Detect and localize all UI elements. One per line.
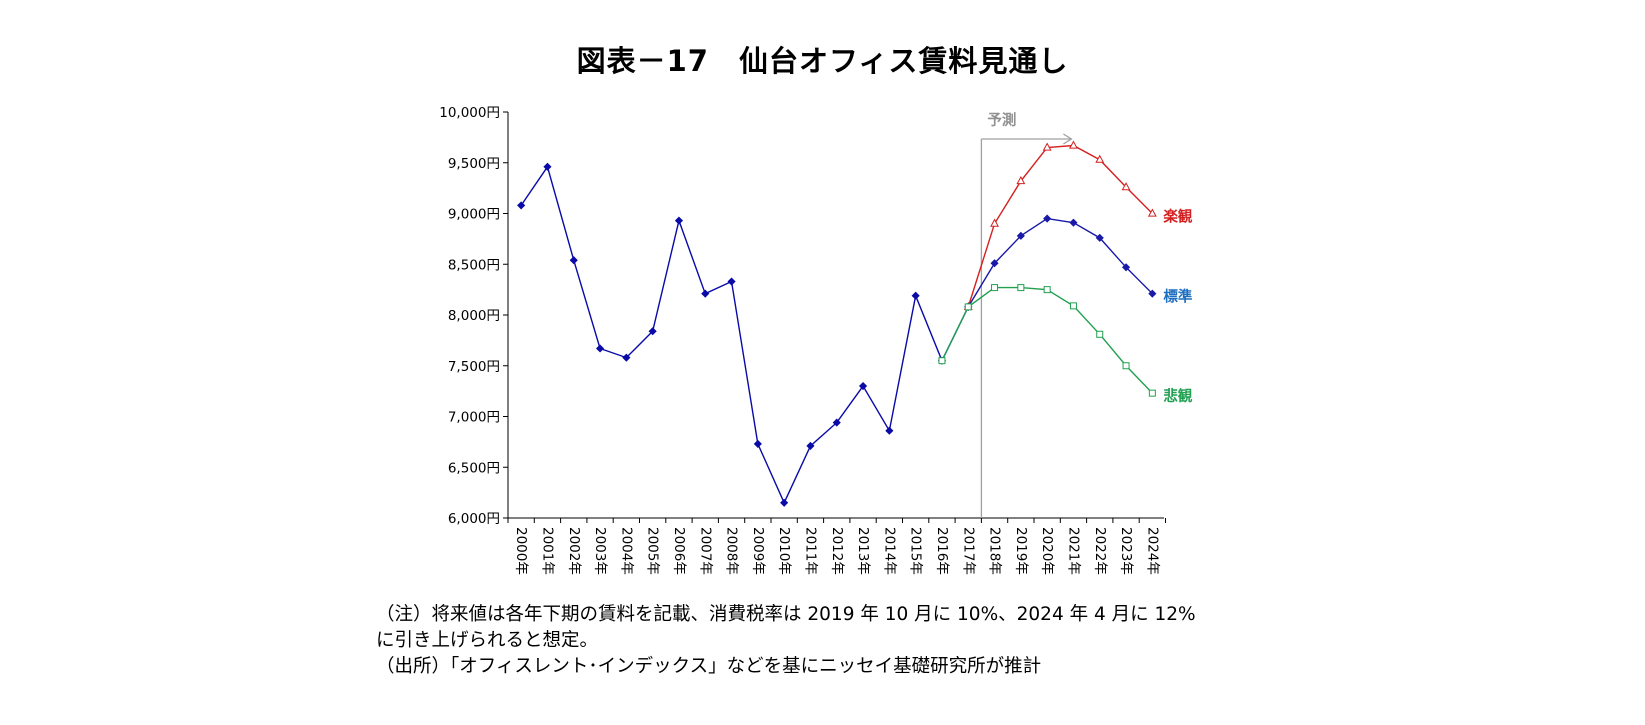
- data-point-history: [911, 291, 920, 300]
- axes: 6,000円 6,500円 7,000円 7,500円 8,000円 8,500円 9,00…: [439, 105, 1166, 575]
- series-line-pessimistic: [941, 286, 1153, 394]
- data-point-standard: [1069, 218, 1078, 227]
- forecast-marker: 予測: [980, 111, 1073, 518]
- data-point-optimistic: [1069, 140, 1078, 149]
- x-tick-label: 2022年: [1092, 527, 1108, 575]
- data-point-pessimistic: [964, 303, 972, 311]
- chart-title: 図表－17 仙台オフィス賃料見通し: [576, 44, 1069, 78]
- data-point-standard: [1121, 263, 1131, 272]
- data-point-optimistic: [1095, 154, 1105, 163]
- data-point-pessimistic: [1122, 362, 1130, 370]
- x-tick-label: 2015年: [908, 527, 924, 575]
- data-point-pessimistic: [991, 284, 999, 292]
- data-point-pessimistic: [1148, 389, 1156, 397]
- data-point-pessimistic: [1096, 330, 1104, 338]
- data-point-optimistic: [1121, 182, 1131, 191]
- data-point-history: [543, 162, 552, 171]
- y-tick-label: 7,000円: [448, 410, 500, 426]
- data-point-pessimistic: [938, 357, 946, 365]
- data-point-standard: [1148, 289, 1157, 298]
- data-point-standard: [990, 259, 999, 268]
- x-tick-label: 2009年: [750, 527, 766, 575]
- data-point-standard: [1043, 214, 1052, 223]
- y-tick-label: 8,500円: [448, 257, 500, 273]
- series-lines: [517, 140, 1157, 507]
- data-point-history: [701, 289, 710, 298]
- x-tick-label: 2006年: [671, 527, 687, 575]
- x-tick-label: 2016年: [934, 527, 950, 575]
- x-tick-label: 2024年: [1144, 527, 1160, 575]
- data-point-history: [832, 418, 841, 427]
- y-tick-label: 6,000円: [448, 511, 500, 527]
- data-point-pessimistic: [1069, 302, 1077, 310]
- data-point-pessimistic: [1017, 284, 1025, 292]
- data-point-optimistic: [1147, 208, 1157, 217]
- y-tick-label: 9,500円: [448, 156, 500, 172]
- x-tick-label: 2008年: [724, 527, 740, 575]
- x-tick-label: 2011年: [802, 527, 818, 575]
- y-tick-label: 9,000円: [448, 207, 500, 223]
- forecast-arrow-head: [1063, 133, 1073, 145]
- data-point-history: [517, 201, 526, 210]
- series-label-standard: 標準: [1163, 288, 1192, 306]
- y-tick-label: 8,000円: [448, 308, 500, 324]
- footnote-assumption: （注）将来値は各年下期の賃料を記載、消費税率は 2019 年 10 月に 10%…: [376, 604, 1196, 625]
- x-tick-label: 2000年: [513, 527, 529, 575]
- data-point-optimistic: [1042, 142, 1052, 151]
- x-tick-label: 2001年: [539, 527, 555, 575]
- x-tick-label: 2020年: [1039, 527, 1055, 575]
- y-tick-label: 6,500円: [448, 460, 500, 476]
- x-tick-label: 2023年: [1118, 527, 1134, 575]
- series-line-optimistic: [967, 144, 1153, 308]
- footnote-assumption-cont: に引き上げられると想定。: [376, 630, 599, 651]
- x-tick-label: 2005年: [645, 527, 661, 575]
- data-point-pessimistic: [1043, 286, 1051, 294]
- x-tick-label: 2014年: [881, 527, 897, 575]
- data-point-history: [727, 277, 736, 286]
- data-point-history: [858, 381, 868, 391]
- data-point-history: [753, 439, 762, 448]
- data-point-optimistic: [990, 218, 999, 227]
- data-point-history: [780, 498, 789, 507]
- data-point-standard: [1095, 233, 1104, 242]
- series-line-history: [520, 165, 969, 505]
- series-label-optimistic: 楽観: [1163, 208, 1192, 226]
- y-tick-label: 10,000円: [439, 105, 500, 121]
- data-point-history: [674, 216, 684, 225]
- data-point-history: [595, 344, 605, 353]
- forecast-label: 予測: [987, 111, 1016, 129]
- x-tick-label: 2021年: [1065, 527, 1081, 575]
- x-tick-label: 2007年: [697, 527, 713, 575]
- x-tick-label: 2004年: [618, 527, 634, 575]
- data-point-history: [806, 441, 815, 451]
- series-line-standard: [967, 217, 1153, 308]
- x-tick-label: 2018年: [987, 527, 1003, 575]
- y-tick-label: 7,500円: [448, 359, 500, 375]
- data-point-standard: [1016, 231, 1025, 240]
- x-tick-label: 2002年: [566, 527, 582, 575]
- data-point-history: [622, 353, 631, 362]
- series-label-pessimistic: 悲観: [1163, 387, 1192, 405]
- x-tick-label: 2012年: [829, 527, 845, 575]
- x-tick-label: 2010年: [776, 527, 792, 575]
- data-point-history: [569, 256, 578, 265]
- data-point-optimistic: [1016, 175, 1026, 185]
- x-tick-label: 2019年: [1013, 527, 1029, 575]
- x-tick-label: 2017年: [960, 527, 976, 575]
- footnote-source: （出所）「オフィスレント･インデックス」などを基にニッセイ基礎研究所が推計: [376, 656, 1042, 677]
- x-tick-label: 2003年: [592, 527, 608, 575]
- data-point-history: [648, 327, 657, 336]
- data-point-history: [885, 426, 894, 435]
- x-tick-label: 2013年: [855, 527, 871, 575]
